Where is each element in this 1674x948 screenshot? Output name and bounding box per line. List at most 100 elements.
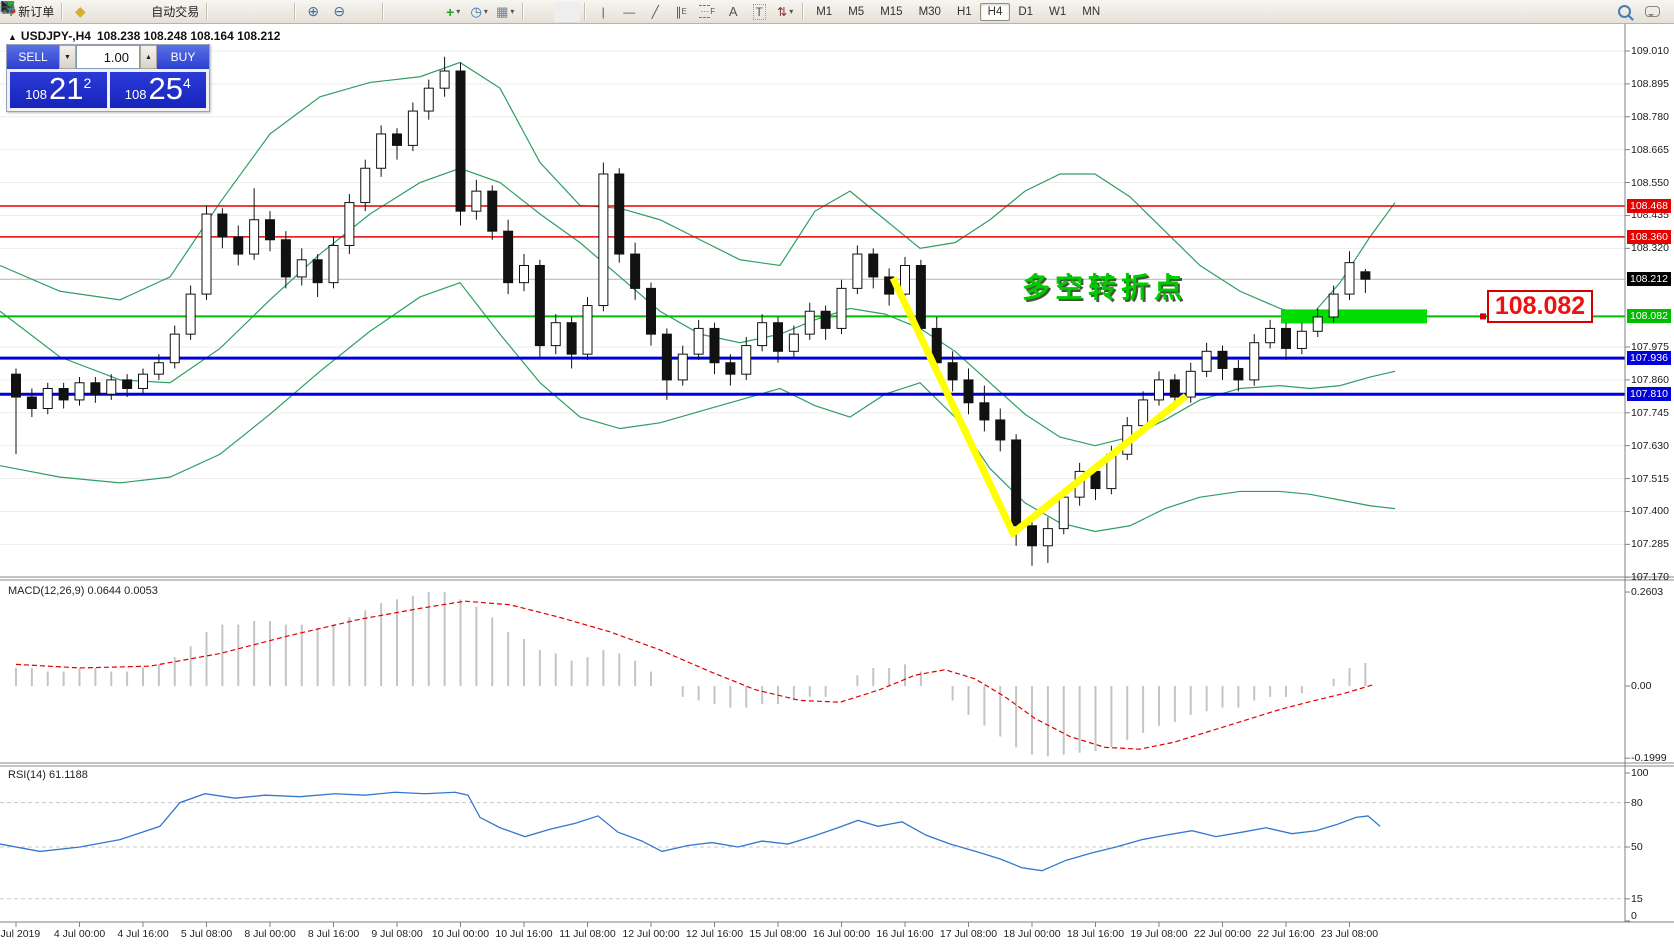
horizontal-line-icon: — [623,4,636,19]
time-tick: 17 Jul 08:00 [939,928,998,940]
price-tick: 107.285 [1631,538,1669,551]
timeframe-m5[interactable]: M5 [848,5,865,18]
text-tool[interactable]: A [720,2,746,22]
tile-windows-button[interactable] [1,1,378,22]
macd-scale-label: 0.2603 [1631,586,1664,599]
price-tick: 108.550 [1631,176,1669,189]
text-tool-label: A [728,4,738,19]
time-tick: 15 Jul 08:00 [749,928,807,940]
timeframe-d1[interactable]: D1 [1018,5,1034,18]
vertical-line-tool[interactable]: | [590,2,616,22]
time-tick: 5 Jul 08:00 [180,928,233,940]
sell-price-box[interactable]: 108 21 2 [10,72,107,108]
equidistant-channel-tool[interactable]: ∥ E [668,2,694,22]
fibonacci-tool[interactable]: ⋯ F [694,2,720,22]
buy-button[interactable]: BUY [157,45,209,69]
time-tick: 19 Jul 08:00 [1130,928,1188,940]
sell-button[interactable]: SELL [7,45,59,69]
symbol-period: USDJPY-,H4 [20,29,91,43]
time-tick: 11 Jul 08:00 [559,928,616,940]
search-icon[interactable] [1618,5,1631,18]
rsi-scale-label: 15 [1631,892,1643,905]
line-chart-button[interactable] [0,1,290,22]
chevron-down-icon: ▾ [483,7,488,16]
timeframe-h1[interactable]: H1 [956,5,972,18]
clock-icon: ◷ [470,3,482,19]
timeframe-mn[interactable]: MN [1082,5,1101,18]
time-tick: 4 Jul 00:00 [53,928,106,940]
turning-point-annotation[interactable]: 多空转折点 [1022,272,1188,303]
bar-chart-button[interactable] [1,2,238,22]
price-badge: 108.082 [1627,309,1671,324]
metaeditor-button[interactable]: ◆ [67,2,93,22]
vertical-line-icon: | [601,4,605,19]
signals-button[interactable] [1,2,145,22]
timeframe-m15[interactable]: M15 [880,5,903,18]
price-tick: 107.860 [1631,373,1669,386]
sell-price-sup: 2 [83,75,92,91]
timeframe-h4[interactable]: H4 [979,2,1011,21]
autotrading-button[interactable]: 自动交易 [0,1,202,22]
periods-button[interactable]: ◷ ▾ [466,2,492,22]
time-tick: 8 Jul 00:00 [244,928,296,940]
profile-button[interactable] [1,2,119,22]
auto-scroll-button[interactable] [1,1,414,22]
arrows-tool[interactable]: ⇅ ▾ [772,2,798,22]
toolbar-separator [584,3,587,20]
volume-decrease-button[interactable]: ▼ [59,45,76,69]
horizontal-line-tool[interactable]: — [616,2,642,22]
rsi-scale-label: 0 [1631,910,1637,922]
price-tick: 108.665 [1631,143,1669,156]
volume-increase-button[interactable]: ▲ [140,45,157,69]
zoom-in-icon: ⊕ [307,3,320,19]
text-label-tool-label: T [752,3,766,20]
fibo-letter: F [710,7,716,16]
time-tick: 8 Jul 16:00 [307,928,360,940]
community-chat-icon[interactable] [1645,6,1660,17]
rsi-label: RSI(14) 61.1188 [8,769,88,781]
ohlc-quotes: 108.238 108.248 108.164 108.212 [96,29,281,43]
timeframe-w1[interactable]: W1 [1049,5,1067,18]
toolbar-separator [61,3,64,20]
buy-price-sup: 4 [182,75,191,91]
crosshair-tool[interactable] [1,1,581,22]
timeframe-m30[interactable]: M30 [918,5,941,18]
collapse-arrow-icon[interactable]: ▲ [8,32,17,42]
timeframe-bar: M1 M5 M15 M30 H1 H4 D1 W1 MN [808,2,1108,21]
time-tick: 16 Jul 16:00 [876,928,934,940]
macd-label: MACD(12,26,9) 0.0644 0.0053 [8,585,158,597]
autotrading-label: 自动交易 [151,5,200,19]
toolbar-separator [522,3,525,20]
time-tick: 10 Jul 16:00 [495,928,553,940]
price-tick: 108.320 [1631,242,1669,255]
price-callout-label[interactable]: 108.082 [1487,290,1593,323]
zoom-in-button[interactable]: ⊕ [300,2,326,22]
time-tick: 16 Jul 00:00 [812,928,871,940]
trendline-tool[interactable]: ╱ [642,2,668,22]
channel-icon: ∥ [675,4,682,19]
sell-price-small: 108 [25,87,47,102]
volume-input[interactable]: 1.00 [76,45,140,69]
macd-scale-label: 0.00 [1631,680,1652,692]
zoom-out-button[interactable]: ⊖ [326,2,352,22]
buy-price-box[interactable]: 108 25 4 [109,72,206,108]
main-toolbar: + 新订单 ◆ 自动交易 ⊕ ⊖ [0,0,1674,24]
timeframe-m1[interactable]: M1 [816,5,833,18]
sell-price-big: 21 [48,71,84,106]
text-label-tool[interactable]: T [746,2,772,22]
price-tick: 107.630 [1631,439,1669,452]
price-badge: 108.468 [1627,199,1671,213]
price-badge: 108.360 [1627,229,1671,244]
templates-button[interactable]: ▦ ▾ [492,2,518,22]
chevron-down-icon: ▾ [789,7,794,16]
chart-shift-button[interactable] [1,1,440,22]
time-tick: 12 Jul 16:00 [685,928,744,940]
candlestick-chart-button[interactable] [1,1,264,22]
one-click-trading-panel: SELL ▼ 1.00 ▲ BUY 108 21 2 108 25 4 [6,44,210,112]
cursor-tool[interactable] [2,1,554,22]
price-badge: 107.810 [1627,387,1671,402]
indicators-button[interactable]: + ▾ [440,2,466,22]
time-tick: 10 Jul 00:00 [431,928,490,940]
